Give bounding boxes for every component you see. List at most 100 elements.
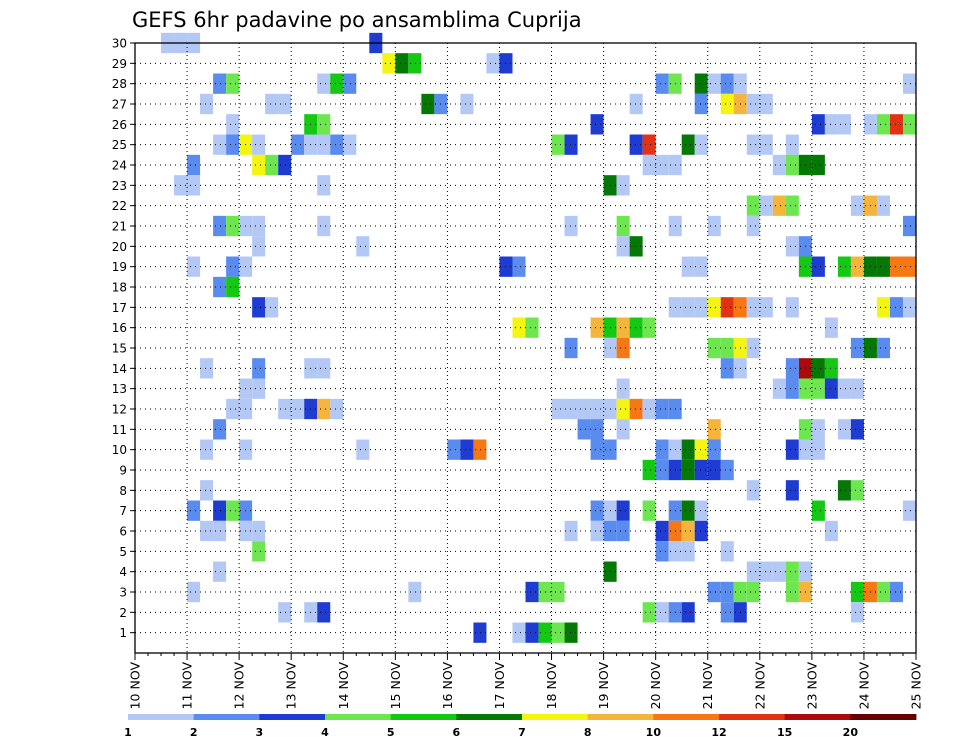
y-tick-label: 13 [112,382,127,396]
heatmap-cell [811,439,825,460]
heatmap-cell [811,419,825,440]
heatmap-cell [252,520,266,542]
y-tick-label: 28 [112,77,127,91]
heatmap-cell [252,154,266,176]
heatmap-cell [746,134,760,155]
colorbar-label: 7 [518,726,526,739]
y-tick-label: 11 [112,423,127,437]
heatmap-cell [421,93,435,115]
heatmap-cell [252,378,266,399]
grid-lines [135,42,916,653]
heatmap-cell [720,73,734,94]
y-tick-label: 6 [119,525,127,539]
heatmap-cell [226,500,240,521]
colorbar-swatch [850,714,917,720]
heatmap-cell [226,215,240,237]
heatmap-cell [655,154,669,176]
heatmap-cell [473,622,487,643]
heatmap-cell [811,378,825,399]
heatmap-cell [525,622,539,643]
y-tick-label: 18 [112,281,127,295]
heatmap-cell [317,114,331,135]
heatmap-cell [317,73,331,94]
y-tick-label: 26 [112,118,127,132]
heatmap-cell [252,215,266,237]
heatmap-cell [187,581,201,603]
y-tick-label: 9 [119,464,127,478]
heatmap-cell [278,602,292,623]
heatmap-cell [616,378,630,399]
x-tick-label: 24 NOV [856,662,871,710]
x-tick-label: 16 NOV [440,662,455,710]
heatmap-cell [902,215,916,237]
heatmap-cell [642,398,656,420]
heatmap-cell [707,73,721,94]
heatmap-cell [655,541,669,562]
heatmap-cell [200,520,214,542]
heatmap-cell [707,215,721,237]
heatmap-cell [902,256,916,277]
heatmap-cell [278,398,292,420]
heatmap-cell [200,93,214,115]
colorbar-swatch [653,714,720,720]
heatmap-cell [460,93,474,115]
heatmap-cell [551,134,565,155]
heatmap-cell [850,195,864,216]
heatmap-cell [642,134,656,155]
heatmap-cell [785,378,799,399]
heatmap-cell [681,297,695,318]
y-tick-label: 23 [112,179,127,193]
y-tick-label: 1 [119,626,127,640]
heatmap-cell [824,358,838,379]
colorbar-label: 20 [843,726,859,739]
heatmap-cell [356,439,370,460]
heatmap-cell [720,602,734,623]
heatmap-cell [759,195,773,216]
heatmap-cell [564,215,578,237]
heatmap-cell [720,337,734,359]
heatmap-cell [720,93,734,115]
colorbar-label: 8 [584,726,592,739]
heatmap-cell [876,114,890,135]
heatmap-cell [850,480,864,501]
heatmap-cell [590,439,604,460]
colorbar-swatch [784,714,851,720]
heatmap-cell [889,581,903,603]
heatmap-cell [512,622,526,643]
heatmap-cell [876,256,890,277]
heatmap-cell [252,541,266,562]
heatmap-cell [343,134,357,155]
colorbar-label: 5 [387,726,395,739]
heatmap-cell [291,134,305,155]
heatmap-cell [577,398,591,420]
heatmap-cell [889,114,903,135]
heatmap-cell [694,297,708,318]
x-tick-label: 17 NOV [492,662,507,710]
heatmap-cell [616,236,630,257]
heatmap-cell [902,114,916,135]
heatmap-cell [265,93,279,115]
heatmap-cell [837,480,851,501]
heatmap-cell [785,561,799,582]
heatmap-cell [317,175,331,196]
heatmap-cell [616,398,630,420]
heatmap-cell [694,93,708,115]
heatmap-cell [681,541,695,562]
heatmap-cell [655,520,669,542]
heatmap-cell [694,459,708,481]
heatmap-cell [759,561,773,582]
heatmap-cell [694,500,708,521]
heatmap-cell [187,500,201,521]
heatmap-cell [837,378,851,399]
heatmap-cell [616,520,630,542]
y-tick-label: 8 [119,484,127,498]
heatmap-cell [252,297,266,318]
heatmap-cell [447,439,461,460]
x-tick-label: 13 NOV [284,662,299,710]
heatmap-cell [720,541,734,562]
heatmap-cell [200,480,214,501]
x-tick-label: 15 NOV [388,662,403,710]
x-tick-label: 14 NOV [336,662,351,710]
colorbar-label: 3 [256,726,264,739]
heatmap-cell [278,154,292,176]
